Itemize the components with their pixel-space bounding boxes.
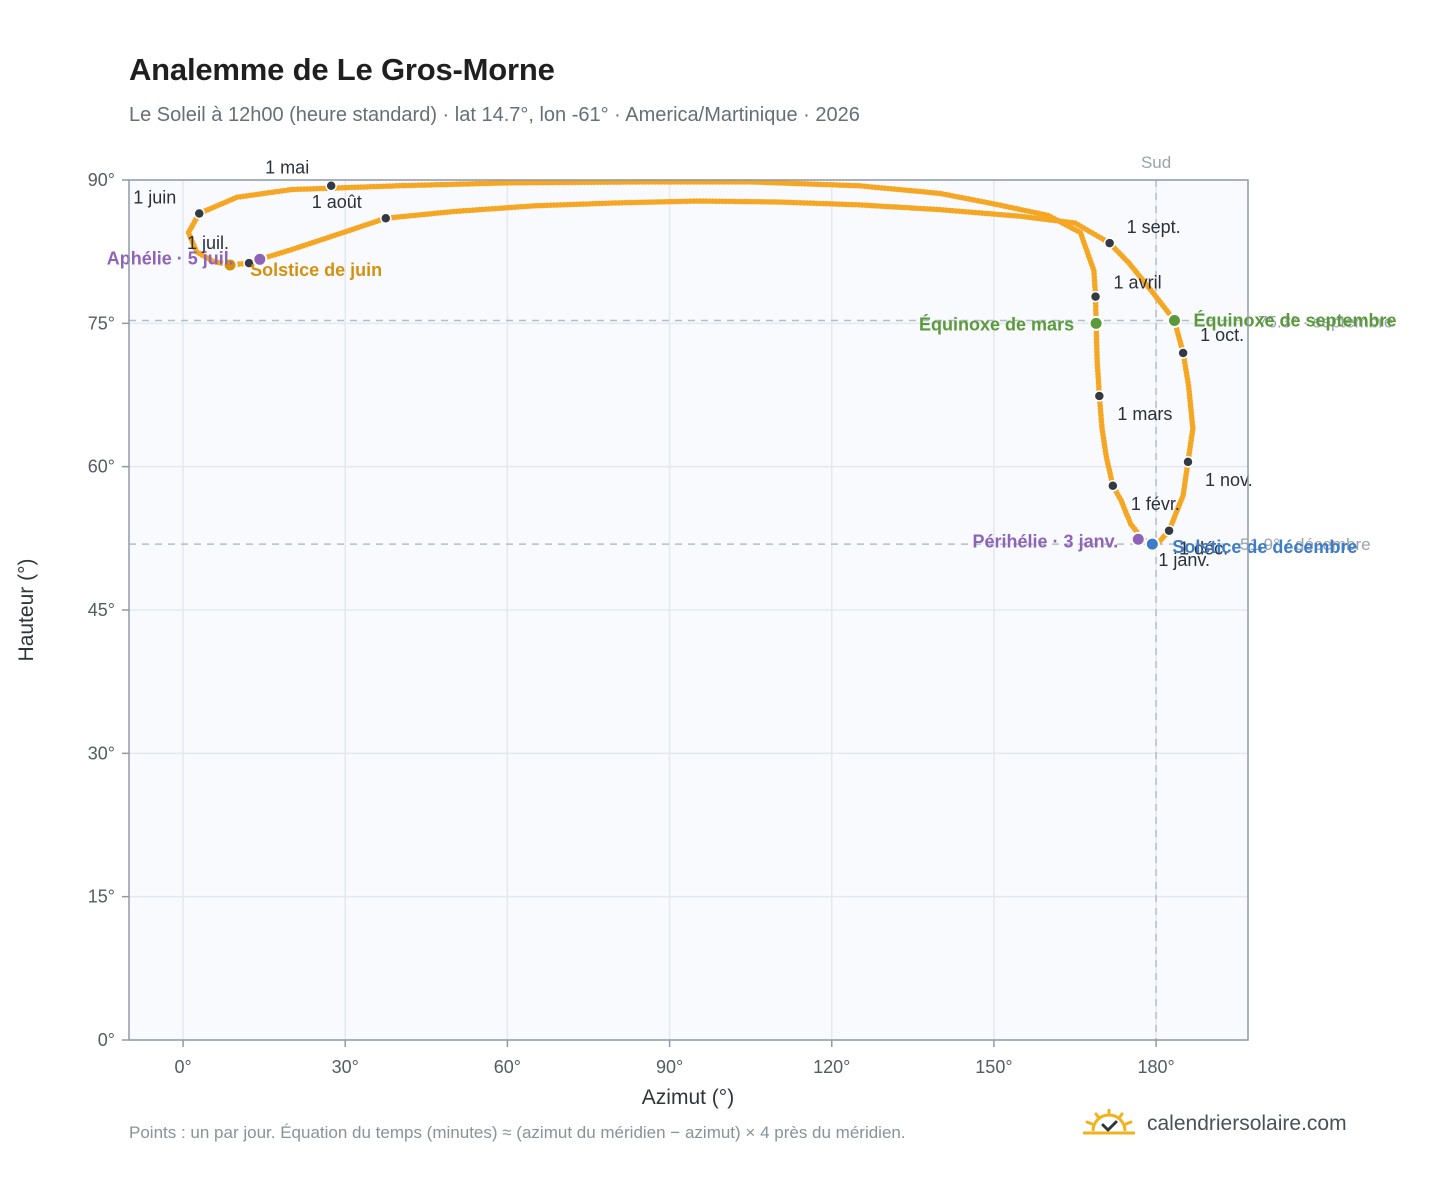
event-markers: Équinoxe de mars Équinoxe de septembre Sol… bbox=[107, 248, 1397, 557]
reference-lines: Sud 75.3° · septembre 51.9° · décembre bbox=[129, 153, 1393, 1040]
september-annotation: 75.3° · septembre bbox=[1258, 312, 1393, 331]
month-label: 1 juil. bbox=[187, 233, 229, 253]
y-tick-label: 60° bbox=[88, 457, 115, 477]
month-point bbox=[1103, 237, 1116, 249]
page-title: Analemme de Le Gros-Morne bbox=[129, 52, 555, 87]
south-reference-label: Sud bbox=[1141, 153, 1171, 172]
y-tick-label: 0° bbox=[98, 1030, 115, 1050]
brand-name[interactable]: calendriersolaire.com bbox=[1147, 1112, 1347, 1135]
month-markers: 1 janv. 1 févr. 1 mars 1 avril 1 mai 1 juin 1 … bbox=[133, 158, 1252, 570]
month-point bbox=[325, 179, 337, 192]
event-label: Solstice de décembre bbox=[1172, 537, 1357, 557]
y-tick-label: 15° bbox=[88, 887, 115, 907]
y-tick-label: 75° bbox=[88, 313, 115, 333]
month-point bbox=[1107, 480, 1119, 492]
month-point bbox=[1182, 456, 1194, 468]
event-point bbox=[1166, 312, 1182, 328]
footnote: Points : un par jour. Équation du temps … bbox=[129, 1123, 906, 1142]
x-axis-title: Azimut (°) bbox=[642, 1086, 734, 1109]
event-label: Solstice de juin bbox=[250, 260, 382, 280]
axis-ticks: 0° 30° 60° 90° 120° 150° 180° 0° 15° 30° 45° 60° 75°… bbox=[88, 170, 1175, 1077]
month-label: 1 févr. bbox=[1131, 494, 1180, 514]
month-label: 1 sept. bbox=[1127, 217, 1181, 237]
month-point bbox=[380, 212, 392, 224]
month-point bbox=[1093, 390, 1106, 402]
month-point bbox=[1177, 347, 1189, 359]
month-label: 1 juin bbox=[133, 187, 176, 207]
event-point bbox=[1130, 531, 1146, 547]
month-label: 1 nov. bbox=[1205, 470, 1253, 490]
month-label: 1 déc. bbox=[1179, 539, 1228, 559]
x-tick-label: 90° bbox=[656, 1057, 683, 1077]
month-point bbox=[193, 207, 206, 220]
event-point bbox=[1144, 536, 1160, 552]
y-tick-label: 90° bbox=[88, 170, 115, 190]
event-point bbox=[222, 257, 238, 273]
event-label: Périhélie · 3 janv. bbox=[973, 531, 1119, 551]
month-label: 1 janv. bbox=[1158, 550, 1210, 570]
brand[interactable]: calendriersolaire.com bbox=[1083, 1104, 1347, 1144]
x-tick-label: 120° bbox=[813, 1057, 850, 1077]
event-label: Équinoxe de septembre bbox=[1193, 309, 1396, 330]
x-tick-label: 150° bbox=[975, 1057, 1012, 1077]
y-tick-label: 30° bbox=[88, 743, 115, 763]
event-point bbox=[252, 251, 268, 267]
x-tick-label: 0° bbox=[174, 1057, 191, 1077]
event-label: Aphélie · 5 juil. bbox=[107, 248, 234, 268]
month-point bbox=[1163, 524, 1175, 537]
month-label: 1 août bbox=[312, 192, 362, 212]
event-label: Équinoxe de mars bbox=[919, 313, 1074, 334]
x-tick-label: 180° bbox=[1137, 1057, 1174, 1077]
december-annotation: 51.9° · décembre bbox=[1240, 535, 1371, 554]
page-subtitle: Le Soleil à 12h00 (heure standard) · lat… bbox=[129, 104, 860, 126]
x-tick-label: 30° bbox=[332, 1057, 359, 1077]
x-tick-label: 60° bbox=[494, 1057, 521, 1077]
month-label: 1 oct. bbox=[1200, 325, 1244, 345]
month-label: 1 avril bbox=[1114, 273, 1162, 293]
event-point bbox=[1088, 315, 1104, 331]
month-point bbox=[1089, 290, 1102, 303]
y-tick-label: 45° bbox=[88, 600, 115, 620]
y-axis-title: Hauteur (°) bbox=[15, 559, 38, 662]
month-label: 1 mars bbox=[1117, 404, 1172, 424]
month-label: 1 mai bbox=[265, 158, 309, 178]
sun-logo-icon bbox=[1083, 1109, 1135, 1135]
